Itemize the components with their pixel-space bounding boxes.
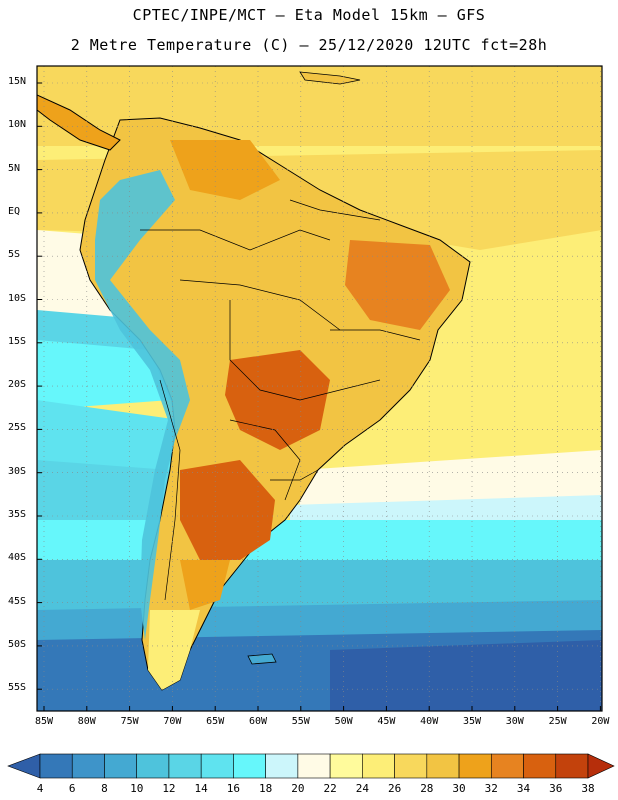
longitude-label: 80W bbox=[77, 716, 96, 727]
southern-field-5 bbox=[330, 640, 602, 711]
latitude-label: 5N bbox=[8, 162, 21, 174]
falkland-islands bbox=[247, 653, 277, 665]
longitude-label: 35W bbox=[462, 716, 482, 727]
latitude-label: 40S bbox=[8, 552, 27, 564]
latitude-label: EQ bbox=[8, 205, 21, 217]
colorbar-cell bbox=[523, 753, 557, 779]
colorbar-label: 26 bbox=[387, 782, 402, 795]
longitude-label: 70W bbox=[163, 716, 182, 727]
latitude-label: 50S bbox=[8, 638, 27, 650]
colorbar-cell bbox=[458, 753, 492, 779]
colorbar-cell bbox=[490, 753, 524, 779]
colorbar-cell bbox=[168, 753, 202, 779]
longitude-label: 65W bbox=[206, 716, 225, 727]
axis-ticks bbox=[37, 82, 601, 711]
central-america-land bbox=[37, 94, 121, 151]
colorbar-cell bbox=[394, 753, 428, 779]
border-guianas bbox=[289, 199, 381, 221]
latitude-label: 20S bbox=[8, 379, 27, 391]
colorbar-label: 16 bbox=[226, 782, 241, 795]
map-subtitle: 2 Metre Temperature (C) – 25/12/2020 12U… bbox=[70, 36, 548, 54]
colorbar bbox=[7, 753, 615, 779]
longitude-label: 75W bbox=[120, 716, 139, 727]
colorbar-label: 36 bbox=[549, 782, 563, 795]
colorbar-label: 18 bbox=[259, 782, 273, 795]
latitude-label: 35S bbox=[8, 509, 27, 520]
colorbar-label: 38 bbox=[581, 782, 595, 795]
latitude-label: 25S bbox=[8, 422, 27, 434]
longitude-label: 30W bbox=[505, 716, 524, 727]
colorbar-cell bbox=[329, 753, 363, 779]
colorbar-cell bbox=[71, 753, 105, 779]
colorbar-label: 14 bbox=[194, 782, 208, 795]
land-hot-zone-3 bbox=[345, 240, 450, 330]
colorbar-cell bbox=[297, 753, 331, 779]
latitude-label: 5S bbox=[8, 249, 21, 261]
border-bolivia bbox=[229, 300, 381, 401]
colorbar-cell bbox=[200, 753, 234, 779]
map-field bbox=[37, 66, 602, 711]
colorbar-label: 32 bbox=[484, 782, 498, 795]
longitude-label: 25W bbox=[548, 716, 567, 727]
longitude-label: 40W bbox=[420, 716, 439, 727]
longitude-label: 85W bbox=[34, 716, 54, 727]
colorbar-arrow-low bbox=[7, 753, 41, 779]
pacific-field-3 bbox=[37, 340, 170, 410]
border-brazil-states bbox=[330, 329, 421, 341]
colorbar-cell bbox=[362, 753, 395, 779]
colorbar-cell bbox=[136, 753, 170, 779]
colorbar-label: 34 bbox=[516, 782, 531, 795]
colorbar-label: 6 bbox=[68, 782, 76, 795]
colorbar-label: 8 bbox=[101, 782, 108, 795]
caribbean-islands bbox=[299, 71, 361, 85]
longitude-label: 50W bbox=[334, 716, 353, 727]
graticule bbox=[37, 66, 602, 711]
land-warm-zone-1 bbox=[170, 140, 280, 200]
latitude-label: 10S bbox=[8, 292, 27, 304]
country-borders bbox=[140, 199, 421, 601]
colorbar-cell bbox=[426, 753, 460, 779]
longitude-label: 45W bbox=[377, 716, 396, 727]
colorbar-label: 20 bbox=[291, 782, 305, 795]
colorbar-label: 30 bbox=[452, 782, 466, 795]
latitude-label: 55S bbox=[8, 682, 27, 694]
colorbar-cell bbox=[233, 753, 266, 779]
longitude-label: 60W bbox=[248, 716, 268, 727]
border-chile-argentina bbox=[159, 379, 181, 601]
border-uruguay bbox=[270, 469, 319, 481]
colorbar-label: 22 bbox=[323, 782, 337, 795]
colorbar-cell bbox=[555, 753, 589, 779]
longitude-label: 55W bbox=[291, 716, 310, 727]
colorbar-cell bbox=[39, 753, 73, 779]
latitude-label: 10N bbox=[8, 119, 27, 131]
colorbar-cell bbox=[265, 753, 299, 779]
latitude-label: 15N bbox=[8, 76, 27, 87]
patagonia-field bbox=[148, 610, 200, 690]
colorbar-arrow-high bbox=[587, 753, 615, 779]
latitude-label: 45S bbox=[8, 595, 27, 607]
colorbar-label: 12 bbox=[162, 782, 176, 795]
andes-cool-strip bbox=[95, 170, 190, 640]
map-frame bbox=[36, 65, 603, 712]
map-title: CPTEC/INPE/MCT – Eta Model 15km – GFS bbox=[132, 6, 486, 24]
colorbar-label: 24 bbox=[355, 782, 369, 795]
land-warm-zone-2 bbox=[180, 560, 230, 610]
colorbar-cell bbox=[104, 753, 138, 779]
latitude-label: 15S bbox=[8, 335, 27, 347]
longitude-label: 20W bbox=[591, 716, 610, 727]
colorbar-label: 4 bbox=[36, 782, 44, 795]
border-central bbox=[179, 279, 341, 331]
colorbar-label: 28 bbox=[420, 782, 434, 795]
latitude-label: 30S bbox=[8, 465, 27, 477]
land-hot-zone-2 bbox=[180, 460, 275, 560]
border-north bbox=[140, 229, 331, 251]
colorbar-label: 10 bbox=[130, 782, 144, 795]
